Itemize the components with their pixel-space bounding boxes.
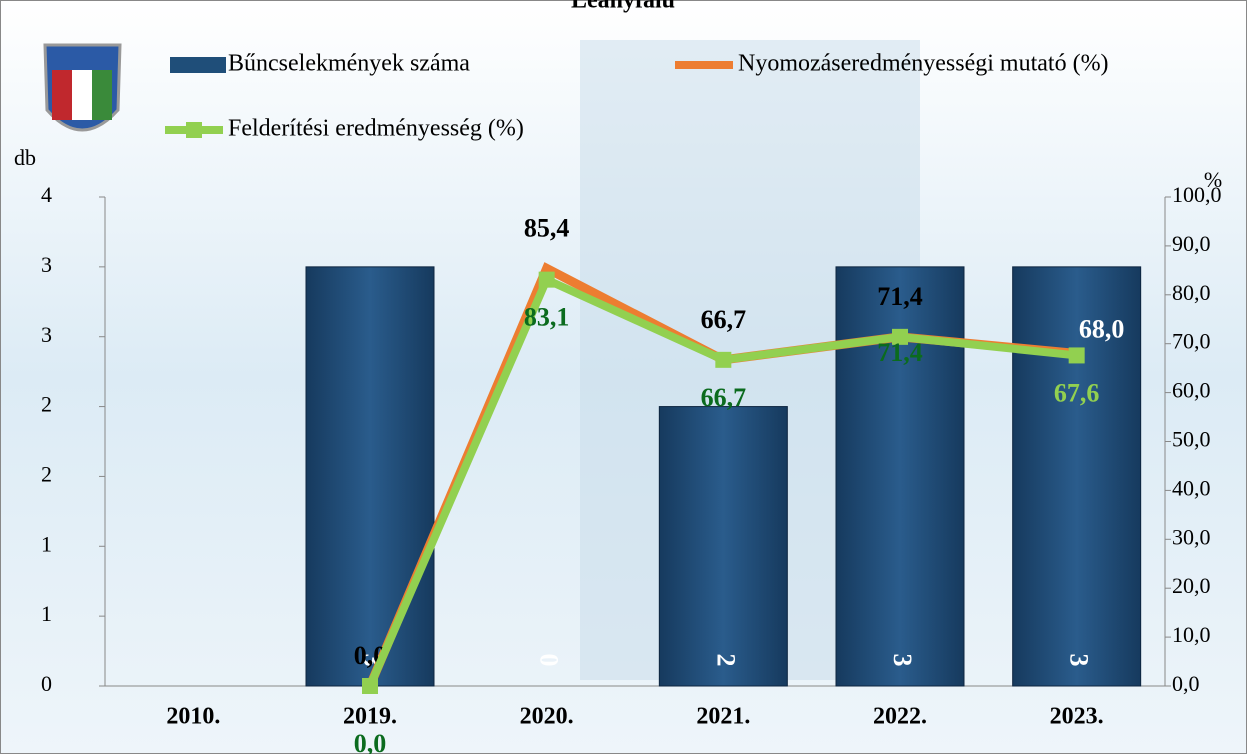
x-tick-label: 2020.	[520, 704, 574, 730]
bar	[1012, 266, 1142, 687]
y-tick-label: 2	[41, 461, 52, 486]
y-tick-label: 1	[41, 601, 52, 626]
data-label: 67,6	[1054, 378, 1100, 407]
legend-swatch	[170, 57, 226, 73]
marker	[892, 328, 908, 345]
y-tick-label: 1	[41, 531, 52, 556]
y-tick-label: 4	[41, 182, 52, 207]
y2-tick-label: 100,0	[1172, 182, 1222, 207]
x-tick-label: 2019.	[343, 704, 397, 730]
legend-label: Nyomozáseredményességi mutató (%)	[738, 51, 1109, 77]
data-label: 0,0	[354, 729, 387, 754]
y2-tick-label: 60,0	[1172, 378, 1211, 403]
y-tick-label: 0	[41, 671, 52, 696]
legend-label: Bűncselekmények száma	[228, 51, 470, 77]
y2-tick-label: 20,0	[1172, 573, 1211, 598]
x-tick-label: 2010.	[166, 704, 220, 730]
y2-tick-label: 90,0	[1172, 231, 1211, 256]
bar-label: 2	[711, 654, 740, 667]
y-tick-label: 2	[41, 392, 52, 417]
y2-tick-label: 10,0	[1172, 622, 1211, 647]
bar	[658, 406, 788, 687]
legend-label: Felderítési eredményesség (%)	[228, 116, 524, 142]
bar-label: 0	[535, 654, 564, 667]
y-tick-label: 3	[41, 322, 52, 347]
bar-label: 3	[1065, 654, 1094, 667]
y2-tick-label: 40,0	[1172, 475, 1211, 500]
x-tick-label: 2021.	[696, 704, 750, 730]
chart-title: Leányfalu	[571, 0, 675, 14]
x-tick-label: 2022.	[873, 704, 927, 730]
data-label: 66,7	[701, 383, 747, 412]
data-label: 71,4	[877, 282, 923, 311]
marker	[538, 271, 555, 288]
y2-tick-label: 30,0	[1172, 524, 1211, 549]
data-label: 83,1	[524, 303, 570, 332]
y2-axis-title: %	[1204, 167, 1222, 192]
data-label: 85,4	[524, 213, 570, 242]
y2-tick-label: 0,0	[1172, 671, 1200, 696]
x-tick-label: 2023.	[1050, 704, 1104, 730]
bar-label: 3	[888, 654, 917, 667]
y2-tick-label: 50,0	[1172, 427, 1211, 452]
y-axis-title: db	[14, 145, 36, 170]
marker	[362, 678, 378, 694]
bar	[305, 266, 435, 687]
data-label: 68,0	[1079, 314, 1125, 343]
marker	[1068, 347, 1085, 364]
data-label: 71,4	[877, 338, 923, 367]
logo	[43, 43, 122, 132]
data-label: 66,7	[701, 305, 747, 334]
y2-tick-label: 70,0	[1172, 329, 1211, 354]
legend-marker	[186, 122, 202, 138]
y2-tick-label: 80,0	[1172, 280, 1211, 305]
y-tick-label: 3	[41, 252, 52, 277]
marker	[715, 351, 732, 368]
